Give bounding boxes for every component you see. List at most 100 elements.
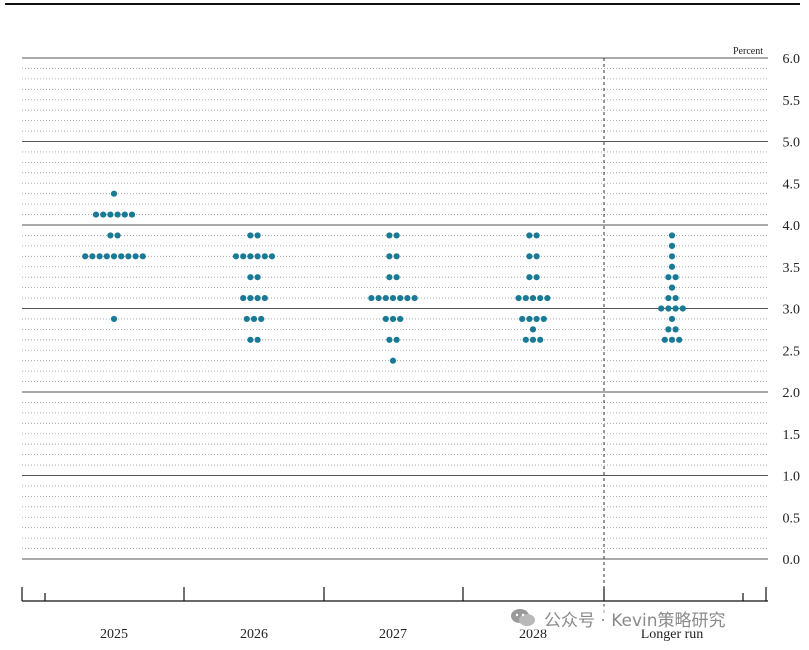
data-dot	[665, 326, 672, 333]
data-dot	[526, 253, 533, 260]
data-dot	[397, 294, 404, 302]
data-dot	[661, 336, 668, 343]
data-dot	[668, 263, 676, 270]
y-tick-label: 2.5	[783, 344, 801, 359]
data-dot	[544, 294, 551, 302]
data-dot	[92, 211, 100, 218]
data-dot	[96, 253, 103, 260]
data-dot	[515, 294, 522, 302]
data-dot	[107, 211, 114, 218]
data-dot	[526, 274, 533, 281]
data-dot	[368, 294, 375, 302]
data-dot	[247, 253, 254, 260]
data-dot	[139, 253, 146, 260]
data-dot	[668, 232, 676, 239]
dots-layer	[82, 190, 686, 364]
data-dot	[519, 315, 526, 323]
watermark-text: 公众号 · Kevin策略研究	[544, 610, 726, 631]
y-tick-label: 3.0	[783, 303, 801, 318]
data-dot	[254, 294, 261, 302]
data-dot	[121, 211, 128, 218]
data-dot	[393, 232, 400, 239]
data-dot	[258, 315, 265, 323]
data-dot	[240, 253, 247, 260]
data-dot	[672, 274, 679, 281]
data-dot	[103, 253, 110, 260]
data-dot	[665, 305, 672, 312]
data-dot	[529, 326, 537, 333]
watermark: 公众号 · Kevin策略研究	[506, 606, 730, 631]
data-dot	[268, 253, 276, 260]
data-dot	[389, 357, 397, 364]
data-dot	[676, 336, 683, 343]
x-axis-tick-labels: 2025 2026 2027 2028 Longer run	[100, 627, 703, 642]
data-dot	[261, 253, 268, 260]
data-dot	[679, 305, 686, 312]
data-dot	[243, 315, 250, 323]
data-dot	[668, 336, 676, 343]
wechat-icon	[511, 609, 535, 626]
data-dot	[522, 294, 529, 302]
data-dot	[668, 315, 676, 323]
data-dot	[250, 315, 258, 323]
gridlines	[22, 57, 768, 560]
data-dot	[672, 294, 679, 302]
data-dot	[254, 232, 261, 239]
data-dot	[386, 336, 393, 343]
data-dot	[668, 253, 676, 260]
data-dot	[82, 253, 89, 260]
data-dot	[397, 315, 404, 323]
data-dot	[393, 274, 400, 281]
data-dot	[389, 315, 397, 323]
x-tick-label: 2026	[240, 627, 268, 642]
y-tick-label: 3.5	[783, 261, 801, 276]
data-dot	[110, 253, 118, 260]
data-dot	[665, 294, 672, 302]
data-dot	[114, 232, 121, 239]
y-tick-label: 2.0	[783, 386, 801, 401]
x-tick-label: Longer run	[641, 627, 704, 642]
data-dot	[533, 253, 540, 260]
data-dot	[404, 294, 411, 302]
data-dot	[110, 190, 118, 197]
data-dot	[526, 315, 533, 323]
data-dot	[247, 274, 254, 281]
y-tick-label: 5.0	[783, 136, 801, 151]
data-dot	[529, 294, 537, 302]
data-dot	[672, 305, 679, 312]
data-dot	[386, 232, 393, 239]
y-tick-label: 4.5	[783, 177, 801, 192]
data-dot	[375, 294, 382, 302]
data-dot	[240, 294, 247, 302]
data-dot	[386, 253, 393, 260]
data-dot	[668, 242, 676, 249]
data-dot	[247, 294, 254, 302]
data-dot	[247, 232, 254, 239]
data-dot	[110, 315, 118, 323]
data-dot	[533, 315, 540, 323]
data-dot	[658, 305, 665, 312]
data-dot	[389, 294, 397, 302]
data-dot	[132, 253, 139, 260]
y-tick-label: 0.5	[783, 511, 801, 526]
data-dot	[107, 232, 114, 239]
x-axis	[21, 587, 768, 602]
x-tick-label: 2028	[519, 627, 547, 642]
data-dot	[118, 253, 125, 260]
data-dot	[128, 211, 136, 218]
y-tick-label: 4.0	[783, 219, 801, 234]
x-tick-label: 2027	[379, 627, 407, 642]
data-dot	[529, 336, 537, 343]
y-tick-label: 1.0	[783, 470, 801, 485]
data-dot	[382, 294, 389, 302]
data-dot	[537, 294, 544, 302]
data-dot	[232, 253, 240, 260]
y-axis-tick-labels: 0.0 0.5 1.0 1.5 2.0 2.5 3.0 3.5 4.0 4.5 5.0 5.5 6.0	[783, 52, 801, 568]
data-dot	[254, 274, 261, 281]
y-tick-label: 5.5	[783, 94, 801, 109]
data-dot	[522, 336, 529, 343]
data-dot	[89, 253, 96, 260]
y-tick-label: 1.5	[783, 428, 801, 443]
unit-label: Percent	[733, 46, 763, 57]
